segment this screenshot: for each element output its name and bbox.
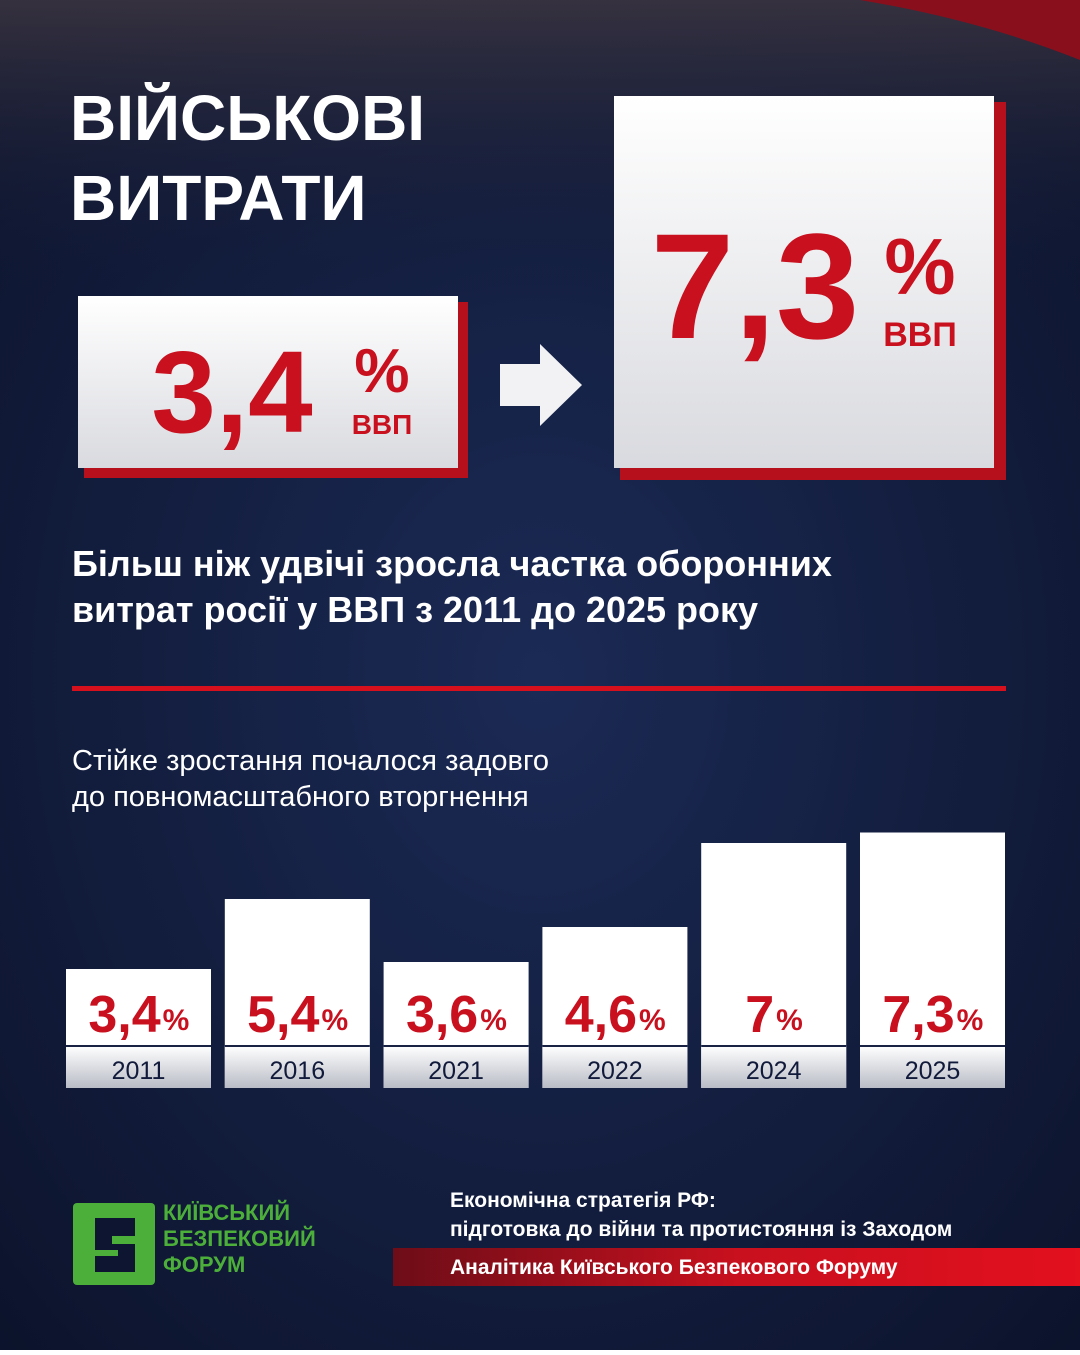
value-label: 7	[745, 986, 774, 1044]
value-label: 5,4	[247, 986, 319, 1044]
stat-unit: %	[354, 337, 409, 406]
logo-text: ФОРУМ	[163, 1252, 245, 1277]
x-tick-label: 2025	[905, 1057, 961, 1085]
value-label: 7,3	[882, 986, 954, 1044]
stat-label: ВВП	[883, 316, 957, 354]
headline: витрат росії у ВВП з 2011 до 2025 року	[72, 589, 758, 630]
credit: Аналітика Київського Безпекового Форуму	[450, 1256, 898, 1279]
year-band	[860, 1046, 1005, 1088]
chart-title: Стійке зростання почалося задовго	[72, 745, 549, 777]
stat-unit: %	[884, 222, 955, 311]
source: Економічна стратегія РФ:	[450, 1189, 716, 1212]
source: підготовка до війни та протистояння із З…	[450, 1218, 952, 1241]
x-tick-label: 2016	[269, 1057, 325, 1085]
chart-title: до повномасштабного вторгнення	[72, 781, 529, 813]
year-band	[701, 1046, 847, 1088]
stat-number: 3,4	[151, 327, 312, 457]
logo-text: БЕЗПЕКОВИЙ	[163, 1226, 316, 1251]
stat-box	[614, 96, 994, 468]
stat-label: ВВП	[352, 409, 413, 440]
title: ВИТРАТИ	[70, 162, 367, 234]
x-tick-label: 2022	[587, 1057, 643, 1085]
value-unit: %	[957, 1004, 984, 1037]
year-band	[66, 1046, 211, 1088]
background-accent	[860, 0, 1080, 60]
year-rule	[66, 1045, 211, 1047]
value-unit: %	[321, 1004, 348, 1037]
x-tick-label: 2024	[746, 1057, 802, 1085]
year-band	[383, 1046, 529, 1088]
headline: Більш ніж удвічі зросла частка оборонних	[72, 543, 832, 584]
year-rule	[383, 1045, 529, 1047]
value-unit: %	[480, 1004, 507, 1037]
value-unit: %	[163, 1004, 190, 1037]
year-band	[542, 1046, 688, 1088]
value-unit: %	[776, 1004, 803, 1037]
value-label: 3,6	[406, 986, 478, 1044]
stat-box	[78, 296, 458, 468]
x-tick-label: 2021	[428, 1057, 484, 1085]
logo-glyph	[95, 1218, 135, 1272]
year-rule	[701, 1045, 847, 1047]
value-unit: %	[639, 1004, 666, 1037]
divider	[72, 686, 1006, 691]
x-tick-label: 2011	[112, 1057, 166, 1085]
logo-text: КИЇВСЬКИЙ	[163, 1200, 290, 1225]
year-rule	[224, 1045, 370, 1047]
year-rule	[542, 1045, 688, 1047]
year-rule	[860, 1045, 1005, 1047]
arrow	[500, 344, 582, 426]
value-label: 4,6	[565, 986, 637, 1044]
year-band	[224, 1046, 370, 1088]
credit-band	[393, 1248, 1080, 1286]
stat-number: 7,3	[651, 202, 860, 370]
title: ВІЙСЬКОВІ	[70, 81, 425, 154]
value-label: 3,4	[88, 986, 160, 1044]
